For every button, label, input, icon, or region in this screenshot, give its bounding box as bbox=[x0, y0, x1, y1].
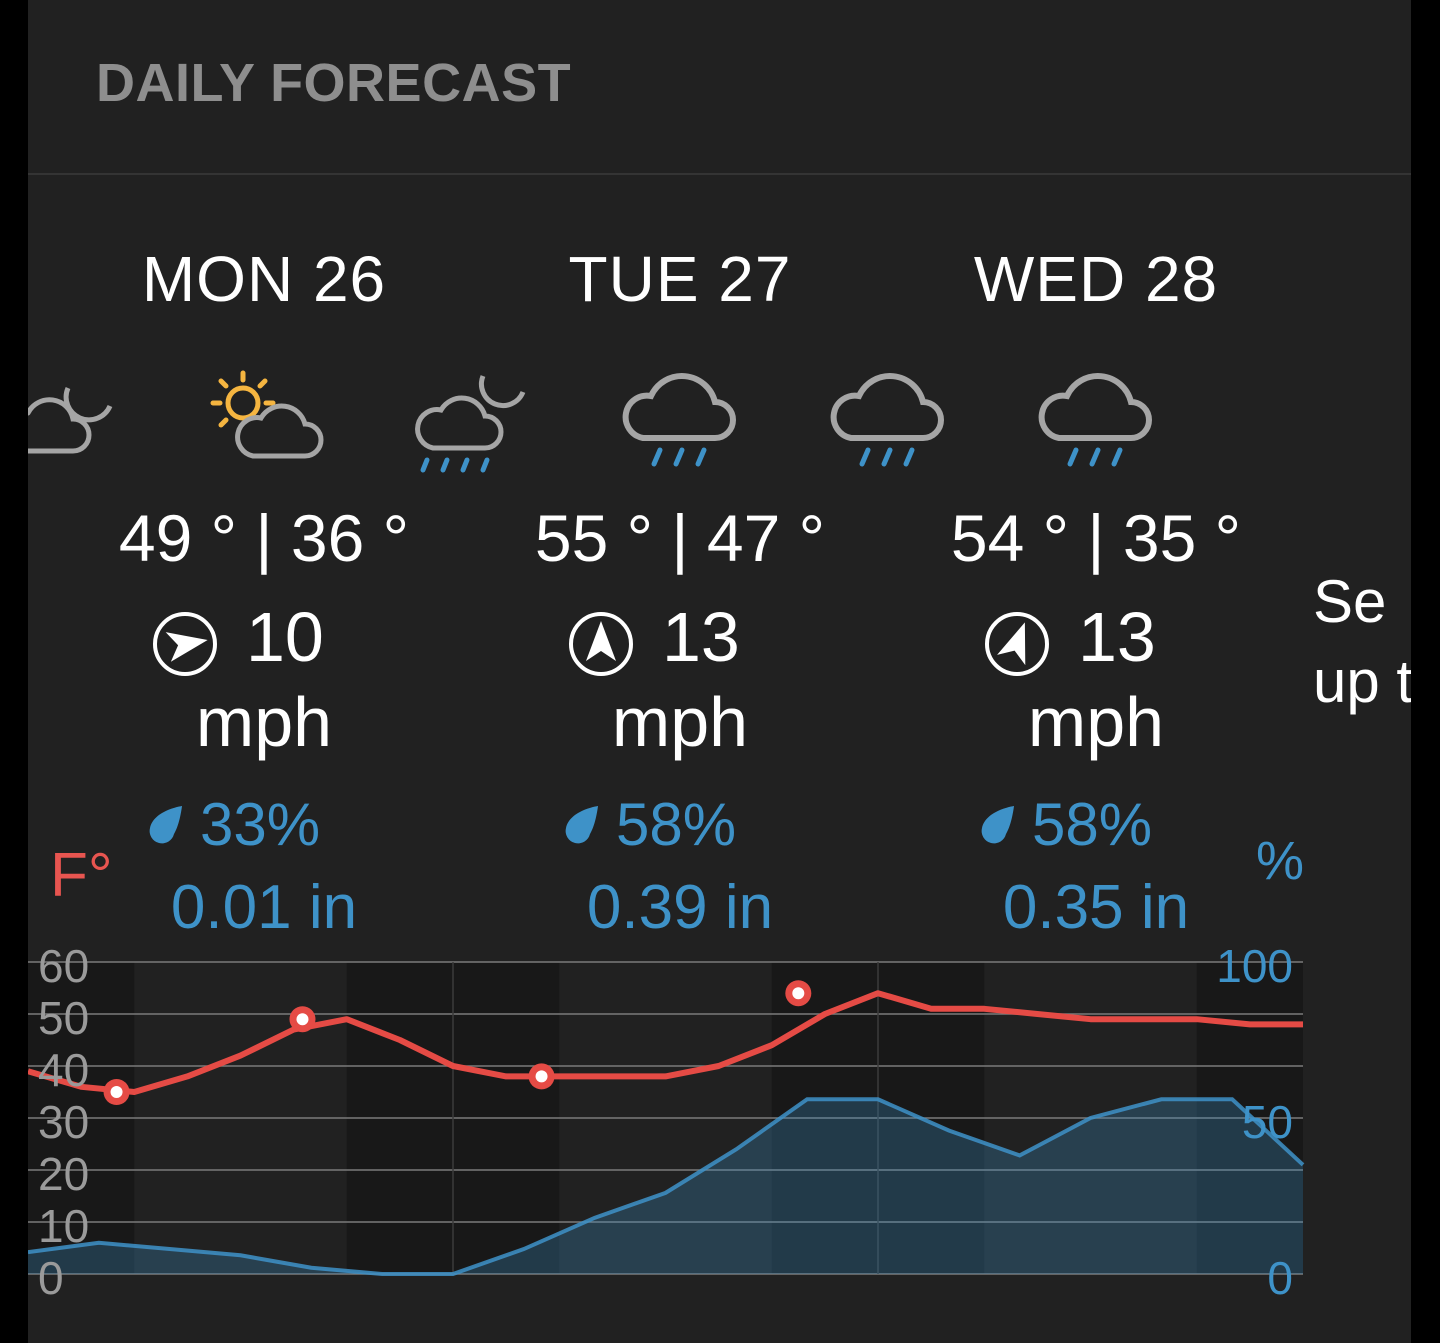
temp-separator: | bbox=[1087, 501, 1105, 575]
wind-row: 13 bbox=[480, 597, 880, 677]
temperature-tick-label: 60 bbox=[38, 940, 89, 992]
precip-tick-label: 100 bbox=[1216, 940, 1293, 992]
temperature-axis-label: F° bbox=[50, 841, 113, 910]
temperature-tick-label: 10 bbox=[38, 1200, 89, 1252]
precip-chance: 33% bbox=[200, 791, 321, 858]
temperature-tick-label: 0 bbox=[38, 1252, 64, 1304]
wind-speed: 10 bbox=[246, 598, 324, 676]
day-partly-cloudy-icon bbox=[210, 370, 324, 459]
side-text-line: Se bbox=[1313, 568, 1387, 635]
precip-chance-row: 58% bbox=[896, 790, 1296, 860]
precip-area bbox=[28, 1099, 1303, 1274]
temperature-tick-label: 20 bbox=[38, 1148, 89, 1200]
low-temp: 36 ° bbox=[290, 501, 410, 575]
precip-chance: 58% bbox=[1032, 791, 1153, 858]
temperature-marker-center bbox=[110, 1086, 123, 1098]
raindrop-icon bbox=[981, 806, 1014, 844]
high-temp: 55 ° bbox=[534, 501, 654, 575]
temperature-tick-label: 30 bbox=[38, 1096, 89, 1148]
wind-row: 10 bbox=[64, 597, 464, 677]
temperature-tick-label: 50 bbox=[38, 992, 89, 1044]
temperature-range: 49 ° | 36 ° bbox=[64, 500, 464, 576]
rain-icon bbox=[622, 373, 736, 467]
wind-direction-icon bbox=[569, 612, 633, 676]
raindrop-icon bbox=[565, 806, 598, 844]
temperature-line bbox=[28, 990, 1303, 1095]
wind-unit: mph bbox=[1027, 683, 1165, 761]
wind-speed: 13 bbox=[662, 598, 740, 676]
temperature-marker-center bbox=[296, 1013, 309, 1026]
precip-tick-label: 0 bbox=[1267, 1252, 1293, 1304]
high-temp: 49 ° bbox=[118, 501, 238, 575]
precip-amount: 0.01 in bbox=[170, 873, 358, 942]
day-column-mon[interactable]: MON 26 49 ° | 36 ° 10 mph 33% 0.01 in bbox=[64, 242, 464, 942]
temperature-range: 54 ° | 35 ° bbox=[896, 500, 1296, 576]
wind-direction-icon bbox=[153, 612, 217, 676]
temperature-tick-label: 40 bbox=[38, 1044, 89, 1096]
day-column-tue[interactable]: TUE 27 55 ° | 47 ° 13 mph 58% 0.39 in bbox=[480, 242, 880, 942]
low-temp: 47 ° bbox=[706, 501, 826, 575]
temp-separator: | bbox=[671, 501, 689, 575]
temperature-marker-center bbox=[535, 1070, 548, 1083]
temperature-marker-center bbox=[792, 987, 805, 1000]
night-rain-icon bbox=[415, 375, 526, 473]
wind-unit: mph bbox=[195, 683, 333, 761]
wind-row: 13 bbox=[896, 597, 1296, 677]
wind-speed: 13 bbox=[1078, 598, 1156, 676]
temperature-range: 55 ° | 47 ° bbox=[480, 500, 880, 576]
rain-icon bbox=[830, 373, 944, 467]
precip-chance: 58% bbox=[616, 791, 737, 858]
precip-tick-label: 50 bbox=[1242, 1096, 1293, 1148]
wind-unit: mph bbox=[611, 683, 749, 761]
precip-amount: 0.35 in bbox=[1002, 873, 1190, 942]
raindrop-icon bbox=[149, 806, 182, 844]
side-text-line: up t bbox=[1313, 648, 1411, 715]
day-label: MON 26 bbox=[141, 243, 387, 315]
precip-line bbox=[28, 1097, 1305, 1276]
precip-axis-label: % bbox=[1256, 831, 1305, 891]
precip-chance-row: 58% bbox=[480, 790, 880, 860]
low-temp: 35 ° bbox=[1122, 501, 1242, 575]
precip-amount: 0.39 in bbox=[586, 873, 774, 942]
wind-direction-icon bbox=[985, 612, 1049, 676]
section-title: DAILY FORECAST bbox=[96, 53, 572, 113]
precip-chance-row: 33% bbox=[64, 790, 464, 860]
divider bbox=[28, 173, 1411, 175]
rain-icon bbox=[1038, 373, 1152, 467]
temp-separator: | bbox=[255, 501, 273, 575]
day-label: WED 28 bbox=[973, 243, 1219, 315]
truncated-side-text: Se up t bbox=[1313, 562, 1411, 722]
high-temp: 54 ° bbox=[950, 501, 1070, 575]
night-partly-cloudy-icon bbox=[28, 387, 113, 454]
daily-forecast-card: DAILY FORECAST bbox=[28, 0, 1411, 1343]
day-label: TUE 27 bbox=[568, 243, 792, 315]
day-column-wed[interactable]: WED 28 54 ° | 35 ° 13 mph 58% 0.35 in bbox=[896, 242, 1296, 942]
